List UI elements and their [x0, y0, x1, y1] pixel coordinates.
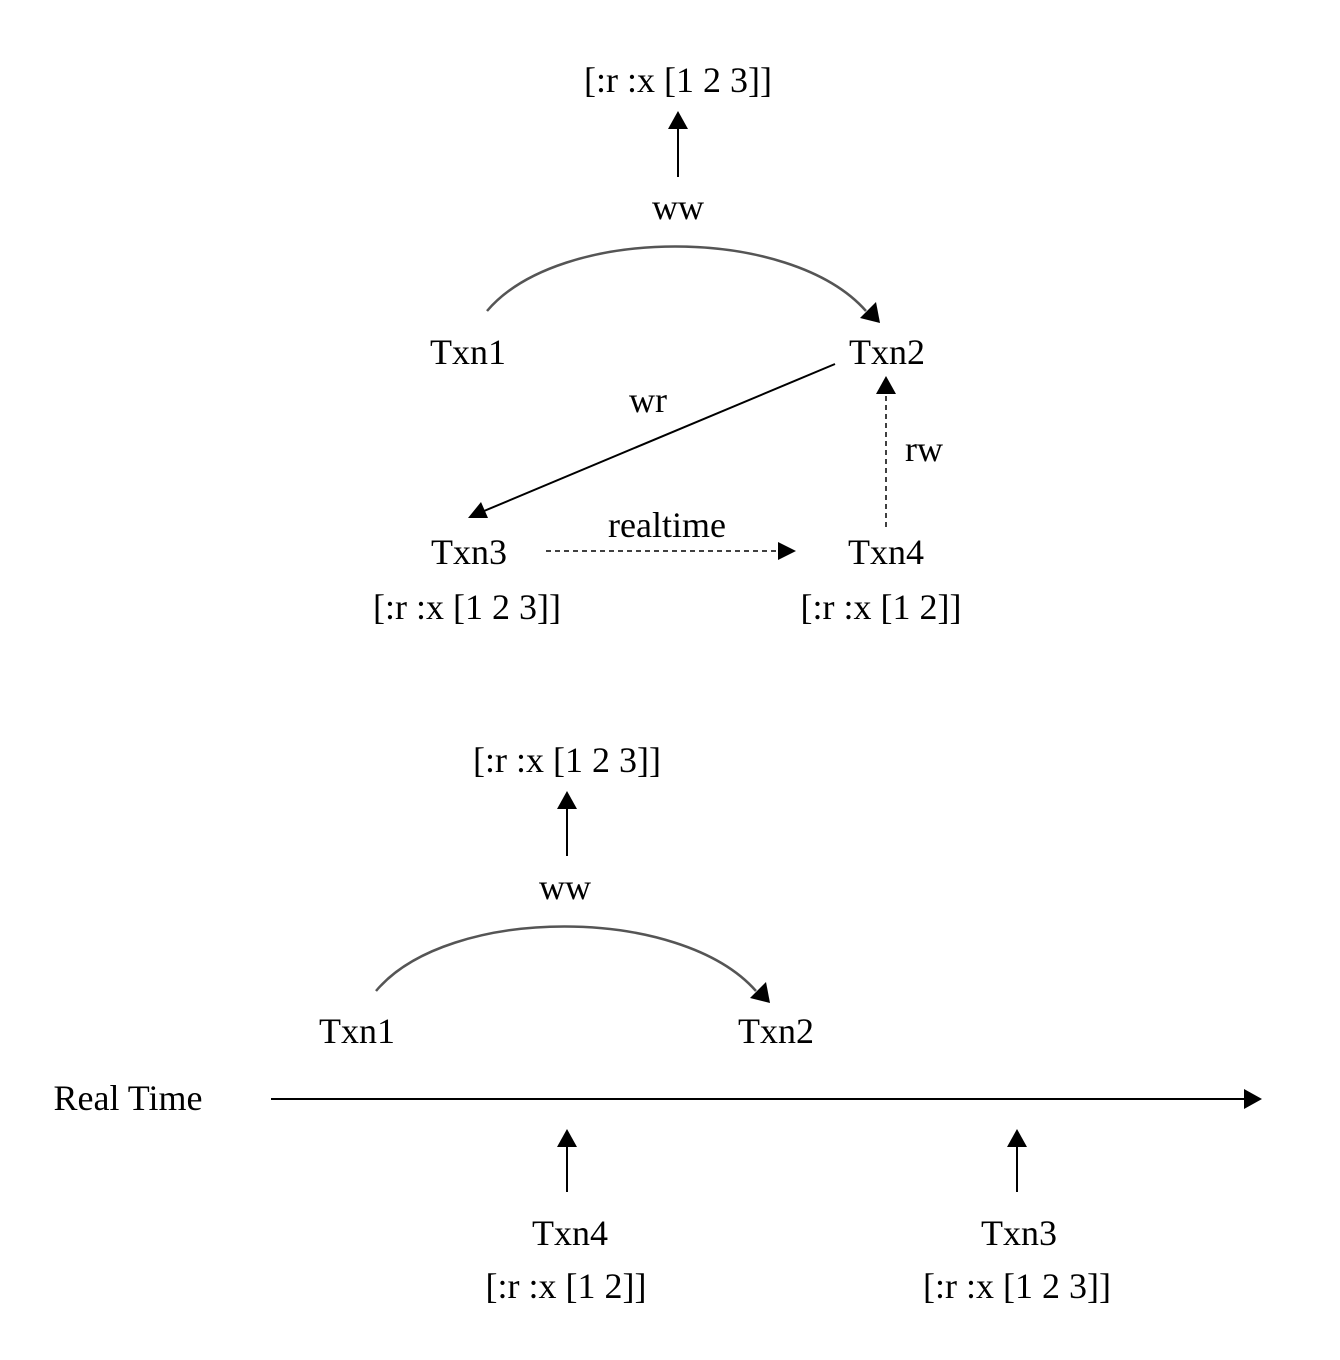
top-wr-edge-line	[483, 363, 836, 512]
top-txn1-node: Txn1	[430, 332, 506, 372]
bottom-txn4-marker-head	[557, 1129, 577, 1147]
top-rw-edge-label: rw	[905, 429, 943, 469]
bottom-timeline: [:r :x [1 2 3]] ww Txn1 Txn2 Real Time T…	[53, 740, 1262, 1306]
top-realtime-edge-arrowhead	[778, 542, 796, 560]
real-time-axis-label: Real Time	[53, 1078, 202, 1118]
top-wr-edge-arrowhead	[468, 502, 488, 518]
top-ww-edge-label: ww	[652, 187, 704, 227]
bottom-result-read-label: [:r :x [1 2 3]]	[473, 740, 661, 780]
bottom-ww-edge-arrowhead	[750, 982, 770, 1003]
top-graph: [:r :x [1 2 3]] ww Txn1 Txn2 wr rw realt…	[373, 60, 961, 627]
top-txn4-node: Txn4	[848, 532, 924, 572]
top-txn3-node: Txn3	[431, 532, 507, 572]
top-ww-edge-arrowhead	[860, 302, 880, 323]
top-realtime-edge-label: realtime	[608, 505, 726, 545]
top-wr-edge-label: wr	[629, 380, 667, 420]
top-ww-edge-curve	[486, 245, 867, 312]
bottom-txn3-node: Txn3	[981, 1213, 1057, 1253]
bottom-txn2-node: Txn2	[738, 1011, 814, 1051]
bottom-txn3-marker-head	[1007, 1129, 1027, 1147]
top-txn4-operation: [:r :x [1 2]]	[801, 587, 962, 627]
bottom-txn4-node: Txn4	[532, 1213, 608, 1253]
bottom-ww-edge-curve	[375, 925, 757, 992]
top-txn2-node: Txn2	[849, 332, 925, 372]
bottom-txn1-node: Txn1	[319, 1011, 395, 1051]
bottom-txn4-operation: [:r :x [1 2]]	[486, 1266, 647, 1306]
bottom-ww-edge-label: ww	[539, 867, 591, 907]
top-result-arrow-head	[668, 111, 688, 129]
bottom-txn3-operation: [:r :x [1 2 3]]	[923, 1266, 1111, 1306]
top-rw-edge-arrowhead	[876, 376, 896, 394]
bottom-result-arrow-head	[557, 791, 577, 809]
real-time-axis-arrowhead	[1244, 1089, 1262, 1109]
top-txn3-operation: [:r :x [1 2 3]]	[373, 587, 561, 627]
top-result-read-label: [:r :x [1 2 3]]	[584, 60, 772, 100]
